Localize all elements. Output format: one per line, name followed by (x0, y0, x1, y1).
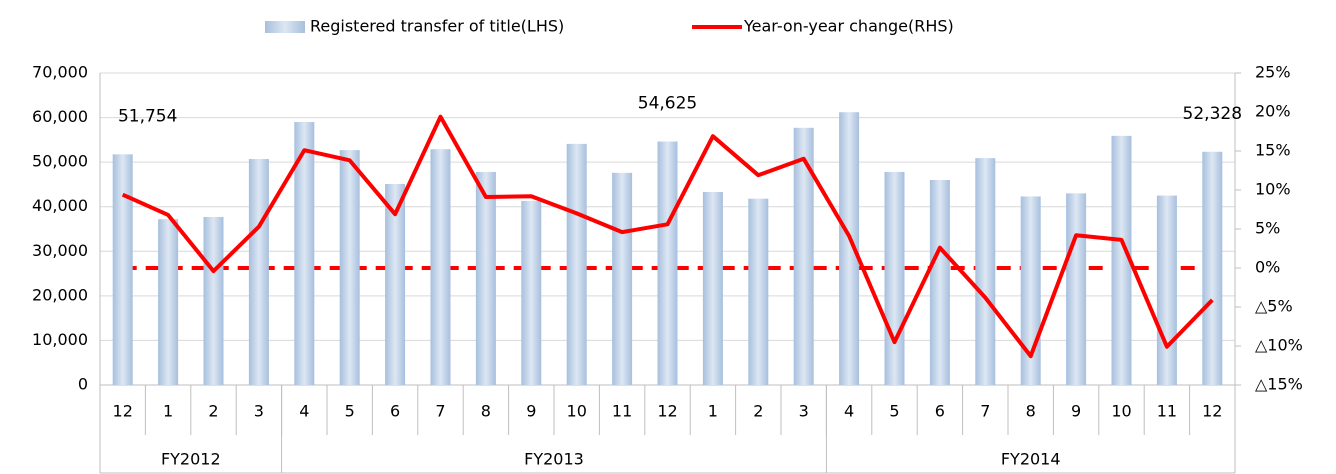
x-tick-label: 6 (390, 402, 400, 421)
y-tick-label: 40,000 (32, 196, 88, 215)
x-tick-label: 9 (526, 402, 536, 421)
legend-label: Year-on-year change(RHS) (743, 17, 954, 36)
x-tick-label: 12 (657, 402, 677, 421)
x-tick-label: 1 (708, 402, 718, 421)
group-label: FY2014 (1001, 450, 1061, 469)
x-tick-label: 10 (1111, 402, 1131, 421)
x-tick-label: 12 (1202, 402, 1222, 421)
bar (430, 149, 451, 385)
bar (294, 122, 315, 386)
x-tick-label: 11 (612, 402, 632, 421)
bar (1156, 195, 1177, 385)
y2-tick-label: 25% (1255, 63, 1291, 82)
group-label: FY2012 (161, 450, 221, 469)
x-tick-label: 8 (1026, 402, 1036, 421)
bar (657, 141, 678, 385)
y-tick-label: 60,000 (32, 107, 88, 126)
bar (839, 112, 860, 386)
y-tick-label: 70,000 (32, 63, 88, 82)
y2-tick-label: △5% (1255, 297, 1293, 316)
x-tick-label: 5 (889, 402, 899, 421)
x-tick-label: 7 (435, 402, 445, 421)
x-tick-label: 3 (254, 402, 264, 421)
x-tick-label: 6 (935, 402, 945, 421)
y-tick-label: 50,000 (32, 152, 88, 171)
x-tick-label: 4 (844, 402, 854, 421)
line (121, 114, 1214, 359)
bar (1111, 135, 1132, 385)
bar (612, 172, 633, 385)
bar (248, 159, 269, 385)
bar (339, 150, 360, 385)
y2-tick-label: 10% (1255, 180, 1291, 199)
bar (702, 192, 723, 385)
x-tick-label: 4 (299, 402, 309, 421)
x-tick-label: 7 (980, 402, 990, 421)
bar (385, 183, 406, 385)
x-tick-label: 8 (481, 402, 491, 421)
y2-tick-label: 20% (1255, 102, 1291, 121)
x-tick-label: 2 (208, 402, 218, 421)
data-label: 51,754 (118, 106, 177, 126)
legend-swatch (265, 21, 305, 33)
bar (112, 154, 133, 385)
y2-tick-label: 15% (1255, 141, 1291, 160)
y-tick-label: 10,000 (32, 330, 88, 349)
bar (521, 200, 542, 385)
x-tick-label: 9 (1071, 402, 1081, 421)
y2-tick-label: △15% (1255, 375, 1303, 394)
bar (975, 158, 996, 385)
bar (158, 219, 179, 385)
x-tick-label: 1 (163, 402, 173, 421)
x-tick-label: 10 (567, 402, 587, 421)
bar (793, 127, 814, 385)
x-tick-label: 3 (799, 402, 809, 421)
x-tick-label: 11 (1157, 402, 1177, 421)
data-label: 54,625 (638, 94, 697, 114)
bar (203, 216, 224, 385)
bar (929, 179, 950, 385)
bar (884, 171, 905, 385)
group-label: FY2013 (524, 450, 584, 469)
y-tick-label: 30,000 (32, 241, 88, 260)
y2-tick-label: 0% (1255, 258, 1280, 277)
bar (1066, 193, 1087, 385)
bar (748, 198, 769, 385)
legend-label: Registered transfer of title(LHS) (310, 17, 564, 36)
bar (566, 143, 587, 385)
y2-tick-label: △10% (1255, 336, 1303, 355)
bar (475, 171, 496, 385)
y2-tick-label: 5% (1255, 219, 1280, 238)
x-tick-label: 5 (345, 402, 355, 421)
data-label: 52,328 (1183, 104, 1242, 124)
x-tick-label: 2 (753, 402, 763, 421)
bar (1202, 151, 1223, 385)
x-tick-label: 12 (113, 402, 133, 421)
y-tick-label: 20,000 (32, 285, 88, 304)
y-tick-label: 0 (78, 375, 88, 394)
